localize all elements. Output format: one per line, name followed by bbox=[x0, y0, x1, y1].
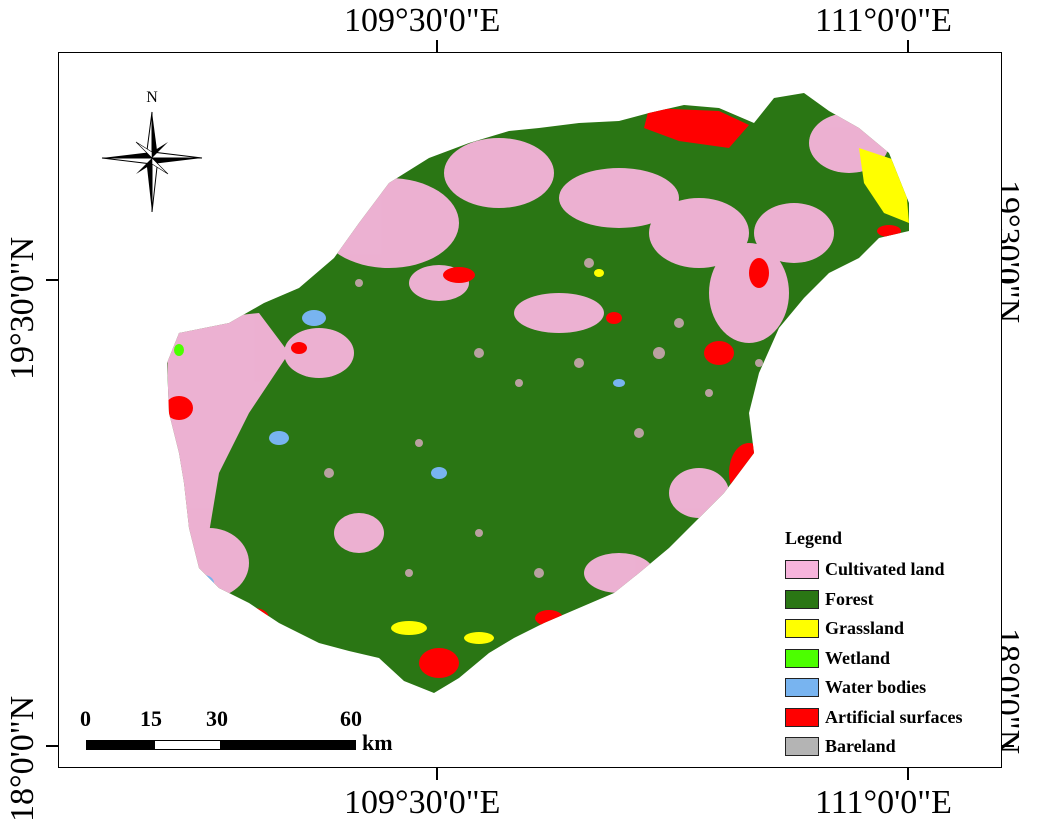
tick-top-2 bbox=[907, 40, 909, 52]
legend-item-grassland: Grassland bbox=[785, 614, 995, 644]
tick-left-2 bbox=[46, 745, 58, 747]
legend-label: Water bodies bbox=[825, 677, 927, 698]
legend-item-bareland: Bareland bbox=[785, 732, 995, 762]
legend-label: Wetland bbox=[825, 647, 891, 668]
tick-bottom-1 bbox=[436, 768, 438, 780]
land-cover-map bbox=[167, 93, 909, 693]
map-frame bbox=[58, 52, 1002, 768]
legend-swatch bbox=[785, 678, 819, 698]
legend-swatch bbox=[785, 619, 819, 639]
legend: Legend Cultivated land Forest Grassland … bbox=[785, 528, 995, 763]
scale-segment-3 bbox=[221, 740, 356, 750]
coord-label-left-bottom: 18°0'0"N bbox=[4, 695, 41, 822]
scale-unit: km bbox=[362, 730, 393, 755]
scale-label-60: 60 bbox=[340, 706, 362, 731]
legend-item-water-bodies: Water bodies bbox=[785, 673, 995, 703]
scale-segment-1 bbox=[86, 740, 154, 750]
legend-item-forest: Forest bbox=[785, 585, 995, 615]
coord-label-bottom-right: 111°0'0"E bbox=[815, 784, 952, 821]
legend-label: Bareland bbox=[825, 736, 896, 757]
coord-label-left-top: 19°30'0"N bbox=[4, 236, 41, 380]
legend-swatch bbox=[785, 589, 819, 609]
north-arrow: N bbox=[100, 86, 204, 216]
legend-label: Cultivated land bbox=[825, 559, 945, 580]
coord-label-bottom-left: 109°30'0"E bbox=[344, 784, 501, 821]
north-label: N bbox=[146, 89, 158, 106]
scale-label-15: 15 bbox=[140, 706, 162, 731]
legend-label: Forest bbox=[825, 588, 874, 609]
scale-segment-2 bbox=[154, 740, 221, 750]
coord-label-top-right: 111°0'0"E bbox=[815, 2, 952, 39]
legend-item-artificial-surfaces: Artificial surfaces bbox=[785, 703, 995, 733]
legend-swatch bbox=[785, 648, 819, 668]
tick-top-1 bbox=[436, 40, 438, 52]
tick-bottom-2 bbox=[907, 768, 909, 780]
tick-right-1 bbox=[1002, 279, 1014, 281]
legend-swatch bbox=[785, 560, 819, 580]
legend-item-wetland: Wetland bbox=[785, 644, 995, 674]
scale-bar bbox=[86, 740, 356, 750]
legend-item-cultivated-land: Cultivated land bbox=[785, 555, 995, 585]
compass-icon: N bbox=[101, 89, 203, 213]
tick-right-2 bbox=[1002, 745, 1014, 747]
legend-title: Legend bbox=[785, 528, 843, 548]
legend-swatch bbox=[785, 737, 819, 757]
legend-label: Artificial surfaces bbox=[825, 706, 963, 727]
coord-label-top-left: 109°30'0"E bbox=[344, 2, 501, 39]
legend-swatch bbox=[785, 707, 819, 727]
legend-label: Grassland bbox=[825, 618, 905, 639]
scale-label-0: 0 bbox=[80, 706, 91, 731]
tick-left-1 bbox=[46, 279, 58, 281]
scale-label-30: 30 bbox=[206, 706, 228, 731]
